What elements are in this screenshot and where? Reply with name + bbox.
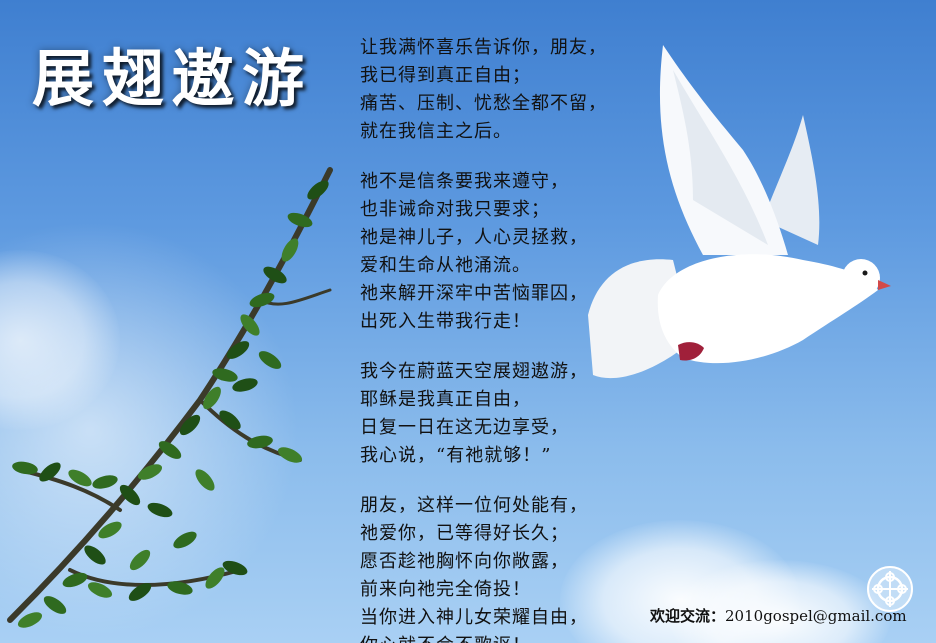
poem-line: 愿否趁祂胸怀向你敞露，: [360, 548, 660, 576]
poem-stanza: 让我满怀喜乐告诉你，朋友， 我已得到真正自由； 痛苦、压制、忧愁全都不留， 就在我信主…: [360, 34, 660, 146]
poem-line: 祂来解开深牢中苦恼罪囚，: [360, 280, 660, 308]
poem-line: 痛苦、压制、忧愁全都不留，: [360, 90, 660, 118]
poem: 让我满怀喜乐告诉你，朋友， 我已得到真正自由； 痛苦、压制、忧愁全都不留， 就在我信主…: [360, 34, 660, 643]
dove-head: [842, 259, 880, 297]
poem-line: 我已得到真正自由；: [360, 62, 660, 90]
poem-line: 也非诫命对我只要求；: [360, 196, 660, 224]
leaf: [276, 444, 305, 466]
poem-line: 前来向祂完全倚投！: [360, 576, 660, 604]
celtic-knot-emblem: [866, 565, 914, 613]
poem-line: 日复一日在这无边享受，: [360, 414, 660, 442]
leaf: [261, 263, 290, 286]
leaf: [146, 500, 175, 520]
poem-line: 祂爱你，已等得好长久；: [360, 520, 660, 548]
dove-front-wing: [660, 45, 788, 255]
leaf: [171, 528, 200, 551]
leaf: [91, 473, 119, 491]
poem-stanza: 祂不是信条要我来遵守， 也非诫命对我只要求； 祂是神儿子，人心灵拯救， 爱和生命从祂涌…: [360, 168, 660, 336]
poem-line: 就在我信主之后。: [360, 118, 660, 146]
leaf: [256, 348, 284, 373]
dove-eye: [863, 271, 868, 276]
poem-line: 爱和生命从祂涌流。: [360, 252, 660, 280]
poem-line: 朋友，这样一位何处能有，: [360, 492, 660, 520]
poem-line: 耶稣是我真正自由，: [360, 386, 660, 414]
poster-title: 展翅遨游: [32, 28, 312, 118]
leaf: [81, 542, 109, 568]
poem-stanza: 朋友，这样一位何处能有， 祂爱你，已等得好长久； 愿否趁祂胸怀向你敞露， 前来向祂完全…: [360, 492, 660, 643]
poem-stanza: 我今在蔚蓝天空展翅遨游， 耶稣是我真正自由， 日复一日在这无边享受， 我心说，“有祂就…: [360, 358, 660, 470]
leaf: [127, 547, 154, 574]
leaf: [41, 593, 69, 618]
branch-with-leaves: [0, 150, 360, 643]
poem-line: 我心说，“有祂就够！”: [360, 442, 660, 470]
poem-line: 我今在蔚蓝天空展翅遨游，: [360, 358, 660, 386]
dove-beak: [878, 280, 891, 290]
poem-line: 祂不是信条要我来遵守，: [360, 168, 660, 196]
contact-label: 欢迎交流：: [650, 607, 725, 625]
poem-line: 你心就不会不歌讴！: [360, 632, 660, 643]
poem-line: 让我满怀喜乐告诉你，朋友，: [360, 34, 660, 62]
poem-line: 当你进入神儿女荣耀自由，: [360, 604, 660, 632]
leaf: [192, 466, 218, 494]
poem-line: 祂是神儿子，人心灵拯救，: [360, 224, 660, 252]
poem-line: 出死入生带我行走！: [360, 308, 660, 336]
